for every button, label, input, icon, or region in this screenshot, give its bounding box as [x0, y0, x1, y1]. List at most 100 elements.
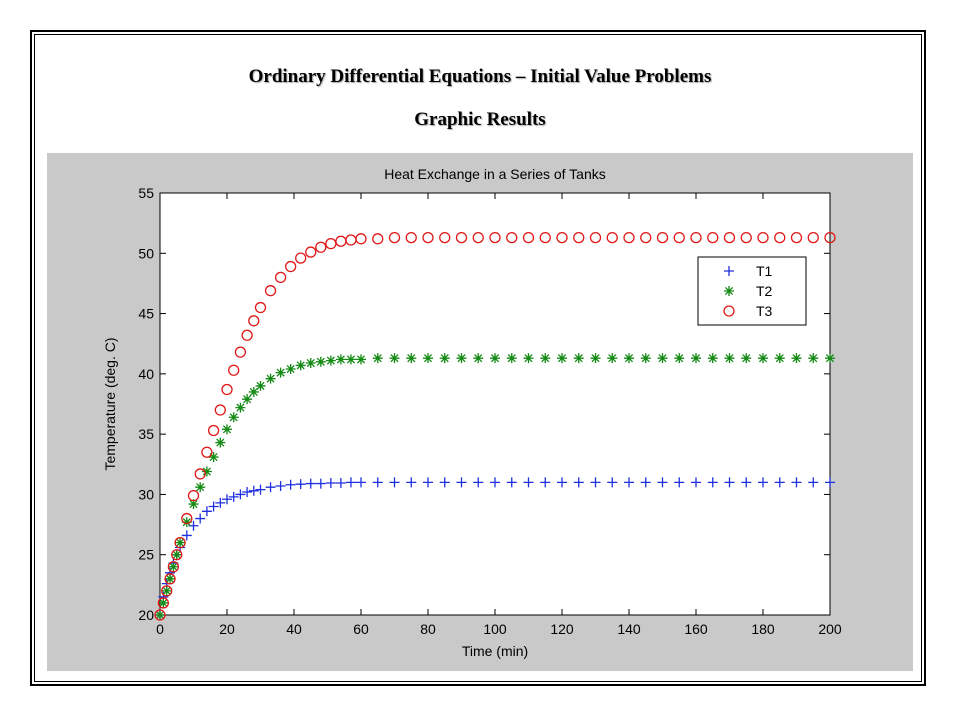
data-point-t2	[372, 353, 383, 364]
data-point-t2	[490, 353, 500, 364]
data-point-t1	[356, 477, 366, 488]
data-point-t1	[758, 477, 768, 488]
y-tick-label: 20	[138, 607, 154, 623]
data-point-t2	[295, 360, 306, 371]
data-point-t3	[539, 231, 551, 244]
data-point-t3	[757, 231, 769, 244]
data-point-t3	[556, 231, 568, 244]
data-point-t2	[335, 354, 346, 365]
data-point-t1	[691, 477, 701, 488]
data-point-t2	[165, 573, 176, 584]
data-point-t2	[242, 394, 253, 405]
x-tick-label: 80	[420, 621, 436, 637]
data-point-t3	[623, 231, 635, 244]
data-point-t3	[254, 301, 267, 314]
data-point-t1	[523, 477, 534, 488]
x-tick-label: 40	[286, 621, 302, 637]
x-tick-label: 20	[219, 621, 235, 637]
slide-border-outer	[30, 30, 926, 686]
data-point-t3	[241, 329, 253, 341]
data-point-t3	[405, 231, 417, 244]
heat-exchange-chart: Heat Exchange in a Series of Tanks Time …	[102, 166, 842, 659]
data-point-t2	[201, 466, 212, 477]
x-tick-label: 180	[751, 621, 775, 637]
data-point-t2	[155, 610, 165, 620]
data-point-t1	[228, 491, 239, 502]
data-point-t3	[157, 597, 169, 609]
y-tick-label: 45	[138, 306, 154, 322]
data-point-t2	[265, 373, 276, 384]
x-tick-label: 0	[156, 621, 164, 637]
data-point-t1	[255, 484, 266, 495]
data-point-t2	[758, 353, 768, 364]
data-point-t1	[490, 477, 500, 488]
data-point-t3	[221, 383, 233, 396]
data-point-t2	[774, 353, 785, 364]
x-axis-label: Time (min)	[462, 643, 528, 659]
data-point-t2	[315, 356, 326, 367]
data-point-t1	[657, 477, 668, 488]
data-point-t3	[690, 231, 702, 244]
data-point-t3	[472, 231, 484, 244]
data-point-t2	[325, 355, 336, 366]
data-point-t2	[158, 597, 169, 608]
series-t2	[155, 353, 835, 620]
data-point-t3	[234, 346, 247, 358]
data-point-t2	[175, 537, 186, 548]
data-point-t2	[825, 353, 835, 364]
data-point-t2	[215, 437, 226, 448]
data-point-t3	[161, 585, 173, 597]
data-point-t3	[489, 231, 501, 244]
data-point-t1	[607, 477, 618, 488]
data-point-t2	[248, 386, 259, 397]
y-tick-label: 50	[138, 245, 154, 261]
data-point-t1	[208, 501, 219, 512]
data-point-t3	[589, 231, 602, 244]
y-tick-label: 55	[138, 185, 154, 201]
data-point-t2	[691, 353, 701, 364]
data-point-t1	[791, 477, 802, 488]
data-point-t3	[422, 231, 434, 244]
data-point-t3	[201, 446, 213, 458]
data-point-t3	[355, 233, 367, 245]
data-point-t1	[741, 477, 752, 488]
data-point-t1	[674, 477, 685, 488]
data-point-t2	[208, 452, 219, 463]
data-point-t3	[305, 246, 317, 258]
data-point-t1	[248, 485, 259, 496]
data-point-t3	[167, 561, 180, 573]
data-point-t2	[607, 353, 618, 364]
data-point-t1	[325, 477, 336, 488]
axis-ticks: 0 20 40 60 80 100 120 140 160 180 2002025303540455…	[138, 185, 841, 637]
slide-title: Ordinary Differential Equations – Initia…	[248, 66, 712, 87]
data-point-t1	[215, 497, 226, 508]
data-point-t2	[624, 353, 634, 364]
data-point-t3	[228, 364, 240, 376]
series-t3	[154, 231, 836, 621]
data-point-t1	[825, 477, 835, 488]
data-point-t3	[455, 231, 468, 244]
x-tick-label: 140	[617, 621, 641, 637]
data-point-t3	[284, 260, 297, 273]
data-point-t2	[506, 353, 517, 364]
data-point-t3	[506, 231, 518, 244]
data-point-t3	[640, 231, 652, 244]
data-point-t1	[624, 477, 634, 488]
legend-marker-t3	[723, 305, 735, 317]
data-point-t3	[154, 609, 166, 621]
data-point-t1	[315, 478, 326, 489]
data-point-t2	[235, 402, 246, 413]
data-point-t3	[740, 231, 752, 244]
legend-label-t3: T3	[756, 303, 773, 319]
data-point-t1	[235, 489, 246, 500]
data-point-t2	[181, 517, 192, 528]
data-point-t2	[657, 353, 668, 364]
data-point-t3	[606, 231, 618, 244]
legend-label-t1: T1	[756, 263, 773, 279]
data-point-t3	[181, 512, 193, 525]
x-tick-label: 60	[353, 621, 369, 637]
data-point-t3	[264, 285, 277, 297]
data-point-t2	[473, 353, 484, 364]
legend-marker-t1	[724, 266, 734, 276]
data-series	[154, 231, 836, 621]
